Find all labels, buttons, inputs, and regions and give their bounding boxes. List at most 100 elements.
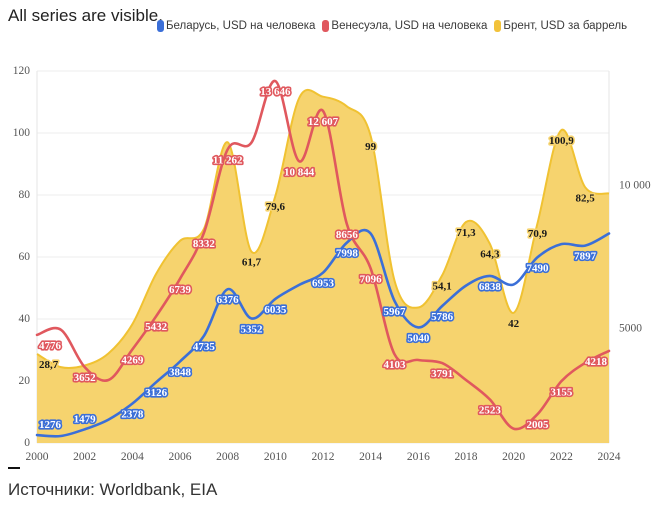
x-tick-label: 2014 <box>359 451 382 463</box>
data-point-belarus[interactable] <box>177 359 183 365</box>
legend: Беларусь, USD на человека Венесуэла, USD… <box>157 20 627 32</box>
data-point-belarus[interactable] <box>225 286 231 292</box>
data-point-belarus[interactable] <box>463 283 469 289</box>
data-point-venezuela[interactable] <box>558 378 564 384</box>
x-tick-label: 2006 <box>169 451 192 463</box>
data-label-belarus: 5352 <box>241 323 264 335</box>
data-point-brent[interactable] <box>249 249 255 255</box>
data-point-belarus[interactable] <box>320 270 326 276</box>
data-point-venezuela[interactable] <box>153 313 159 319</box>
y-left-tick-label: 80 <box>19 189 31 201</box>
data-point-belarus[interactable] <box>558 241 564 247</box>
data-point-belarus[interactable] <box>487 273 493 279</box>
data-point-venezuela[interactable] <box>368 266 374 272</box>
data-point-brent[interactable] <box>320 94 326 100</box>
data-point-brent[interactable] <box>392 278 398 284</box>
data-point-brent[interactable] <box>487 241 493 247</box>
data-point-brent[interactable] <box>415 305 421 311</box>
data-point-venezuela[interactable] <box>439 360 445 366</box>
data-label-belarus: 5040 <box>407 332 430 344</box>
data-point-venezuela[interactable] <box>177 276 183 282</box>
data-label-belarus: 3848 <box>169 367 192 379</box>
data-point-brent[interactable] <box>272 193 278 199</box>
data-point-belarus[interactable] <box>34 432 40 438</box>
data-point-belarus[interactable] <box>439 303 445 309</box>
data-label-venezuela: 6739 <box>169 284 192 296</box>
data-point-venezuela[interactable] <box>106 377 112 383</box>
data-point-brent[interactable] <box>153 271 159 277</box>
data-point-venezuela[interactable] <box>320 108 326 114</box>
data-point-brent[interactable] <box>511 310 517 316</box>
data-label-brent: 28,7 <box>39 359 59 371</box>
data-point-venezuela[interactable] <box>129 346 135 352</box>
data-point-venezuela[interactable] <box>58 327 64 333</box>
data-point-belarus[interactable] <box>368 231 374 237</box>
series-venezuela <box>34 78 612 432</box>
legend-swatch-icon <box>322 20 330 32</box>
legend-item-belarus[interactable]: Беларусь, USD на человека <box>157 20 315 32</box>
data-label-belarus: 1276 <box>39 419 62 431</box>
data-label-venezuela: 10 844 <box>284 166 315 178</box>
data-label-belarus: 7897 <box>574 251 597 263</box>
data-point-belarus[interactable] <box>582 243 588 249</box>
data-label-belarus: 3126 <box>145 387 168 399</box>
data-point-belarus[interactable] <box>153 379 159 385</box>
data-point-venezuela[interactable] <box>296 158 302 164</box>
data-point-venezuela[interactable] <box>511 426 517 432</box>
line-belarus <box>35 228 611 438</box>
data-point-venezuela[interactable] <box>82 364 88 370</box>
data-point-venezuela[interactable] <box>535 411 541 417</box>
data-point-venezuela[interactable] <box>463 377 469 383</box>
data-point-belarus[interactable] <box>415 324 421 330</box>
legend-item-brent[interactable]: Брент, USD за баррель <box>494 20 627 32</box>
data-point-brent[interactable] <box>606 190 612 196</box>
x-tick-label: 2004 <box>121 451 144 463</box>
data-point-brent[interactable] <box>106 350 112 356</box>
data-point-venezuela[interactable] <box>272 78 278 84</box>
data-point-belarus[interactable] <box>249 315 255 321</box>
data-point-brent[interactable] <box>296 95 302 101</box>
data-point-belarus[interactable] <box>272 296 278 302</box>
data-point-venezuela[interactable] <box>344 221 350 227</box>
data-point-belarus[interactable] <box>296 282 302 288</box>
data-point-belarus[interactable] <box>535 254 541 260</box>
data-point-brent[interactable] <box>535 220 541 226</box>
data-label-venezuela: 4776 <box>39 340 62 352</box>
data-point-belarus[interactable] <box>129 401 135 407</box>
data-point-venezuela[interactable] <box>249 140 255 146</box>
data-point-brent[interactable] <box>177 238 183 244</box>
data-label-belarus: 1479 <box>74 413 97 425</box>
data-point-venezuela[interactable] <box>225 146 231 152</box>
separator-dash <box>8 467 20 469</box>
data-point-belarus[interactable] <box>106 417 112 423</box>
data-label-brent: 71,3 <box>456 227 476 239</box>
data-point-brent[interactable] <box>558 127 564 133</box>
data-label-venezuela: 4103 <box>384 359 407 371</box>
data-point-belarus[interactable] <box>511 281 517 287</box>
data-point-venezuela[interactable] <box>606 348 612 354</box>
x-tick-label: 2012 <box>312 451 335 463</box>
legend-item-venezuela[interactable]: Венесуэла, USD на человека <box>322 20 487 32</box>
data-point-belarus[interactable] <box>201 333 207 339</box>
data-point-brent[interactable] <box>58 364 64 370</box>
data-point-brent[interactable] <box>368 133 374 139</box>
data-label-belarus: 6953 <box>312 278 335 290</box>
x-tick-label: 2018 <box>455 451 478 463</box>
data-point-belarus[interactable] <box>82 426 88 432</box>
data-label-brent: 99 <box>365 141 377 153</box>
data-point-brent[interactable] <box>129 321 135 327</box>
data-point-belarus[interactable] <box>58 433 64 439</box>
data-label-belarus: 6035 <box>264 304 287 316</box>
data-point-belarus[interactable] <box>392 298 398 304</box>
data-point-venezuela[interactable] <box>415 357 421 363</box>
data-point-venezuela[interactable] <box>487 396 493 402</box>
data-point-brent[interactable] <box>439 272 445 278</box>
data-point-brent[interactable] <box>344 103 350 109</box>
data-point-brent[interactable] <box>582 184 588 190</box>
data-point-venezuela[interactable] <box>34 332 40 338</box>
data-point-brent[interactable] <box>463 219 469 225</box>
data-point-belarus[interactable] <box>606 231 612 237</box>
data-point-venezuela[interactable] <box>201 230 207 236</box>
x-tick-label: 2010 <box>264 451 287 463</box>
data-point-venezuela[interactable] <box>392 351 398 357</box>
